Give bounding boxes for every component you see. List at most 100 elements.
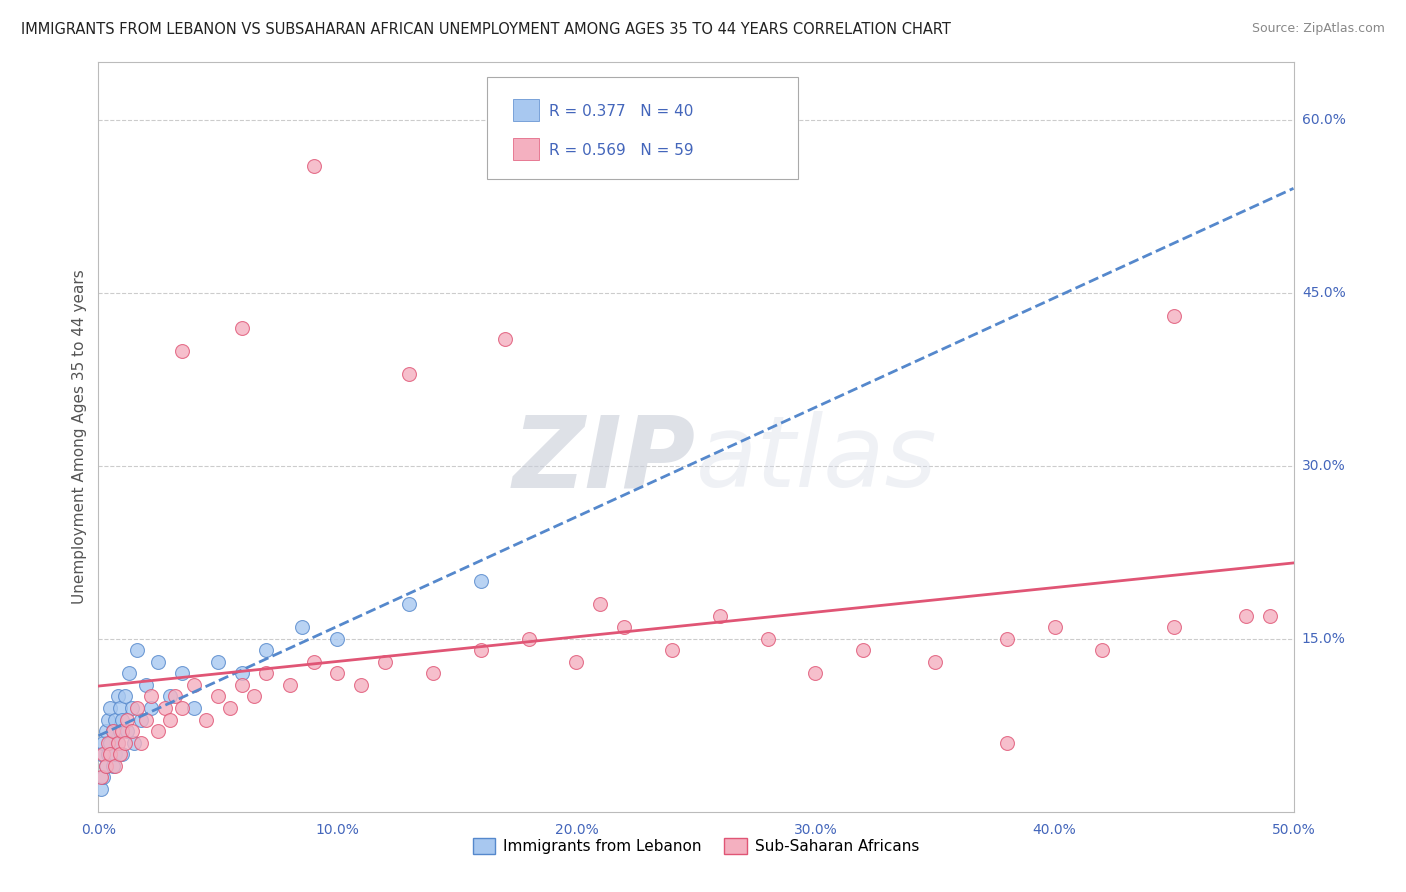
Point [183, 701, 205, 715]
Text: 15.0%: 15.0% [1302, 632, 1346, 646]
Point [104, 713, 127, 727]
Point [254, 643, 277, 657]
Point [1258, 608, 1281, 623]
Point [125, 701, 148, 715]
Point [131, 735, 153, 749]
Point [111, 713, 134, 727]
Point [231, 320, 253, 334]
Point [107, 735, 129, 749]
Point [97, 747, 120, 761]
Text: 60.0%: 60.0% [1302, 113, 1346, 127]
Point [131, 713, 153, 727]
Point [398, 597, 420, 611]
Text: 30.0%: 30.0% [793, 822, 838, 837]
Point [90, 747, 112, 761]
Point [90, 781, 112, 796]
Point [115, 724, 138, 739]
Point [155, 701, 177, 715]
Legend: Immigrants from Lebanon, Sub-Saharan Africans: Immigrants from Lebanon, Sub-Saharan Afr… [467, 832, 925, 860]
Text: R = 0.377   N = 40: R = 0.377 N = 40 [548, 103, 693, 119]
Point [589, 597, 612, 611]
Point [101, 724, 124, 739]
Point [108, 747, 131, 761]
Point [108, 724, 131, 739]
Point [108, 701, 131, 715]
Text: 45.0%: 45.0% [1302, 286, 1346, 300]
Text: 40.0%: 40.0% [1032, 822, 1077, 837]
Point [101, 724, 124, 739]
Point [852, 643, 875, 657]
Point [97, 735, 120, 749]
Point [97, 713, 120, 727]
Point [139, 701, 162, 715]
Point [278, 678, 301, 692]
Point [613, 620, 636, 634]
Point [302, 655, 325, 669]
Point [995, 632, 1018, 646]
Point [1163, 309, 1185, 323]
Point [195, 713, 218, 727]
Point [565, 655, 588, 669]
Point [470, 574, 492, 589]
Point [207, 690, 229, 704]
Y-axis label: Unemployment Among Ages 35 to 44 years: Unemployment Among Ages 35 to 44 years [72, 269, 87, 605]
Point [924, 655, 946, 669]
Point [1234, 608, 1257, 623]
Point [243, 690, 266, 704]
Point [207, 655, 229, 669]
Point [135, 713, 157, 727]
FancyBboxPatch shape [513, 138, 540, 160]
Point [172, 701, 194, 715]
Point [494, 332, 516, 346]
Point [94, 724, 117, 739]
Point [118, 666, 141, 681]
Point [91, 747, 114, 761]
Point [114, 735, 136, 749]
Point [470, 643, 492, 657]
Point [302, 159, 325, 173]
Text: IMMIGRANTS FROM LEBANON VS SUBSAHARAN AFRICAN UNEMPLOYMENT AMONG AGES 35 TO 44 Y: IMMIGRANTS FROM LEBANON VS SUBSAHARAN AF… [21, 22, 950, 37]
Point [91, 770, 114, 784]
Text: 20.0%: 20.0% [554, 822, 599, 837]
Point [98, 735, 122, 749]
Point [517, 632, 540, 646]
Point [115, 713, 138, 727]
Point [172, 343, 194, 358]
Text: ZIP: ZIP [513, 411, 696, 508]
Point [172, 666, 194, 681]
Point [111, 724, 134, 739]
Point [98, 747, 122, 761]
Point [135, 678, 157, 692]
Point [326, 632, 349, 646]
Point [326, 666, 349, 681]
Point [231, 678, 253, 692]
FancyBboxPatch shape [513, 99, 540, 121]
Point [163, 690, 186, 704]
Point [995, 735, 1018, 749]
Point [422, 666, 444, 681]
Point [804, 666, 827, 681]
Point [148, 655, 170, 669]
Point [94, 758, 117, 772]
Point [114, 690, 136, 704]
Point [398, 367, 420, 381]
Point [91, 735, 114, 749]
Point [254, 666, 277, 681]
Point [121, 724, 143, 739]
Text: 50.0%: 50.0% [1271, 822, 1316, 837]
Point [107, 690, 129, 704]
Point [111, 747, 134, 761]
Point [291, 620, 314, 634]
Point [101, 758, 124, 772]
Point [709, 608, 731, 623]
FancyBboxPatch shape [486, 78, 797, 178]
Point [1091, 643, 1114, 657]
Point [104, 747, 127, 761]
Point [124, 735, 146, 749]
Point [104, 758, 127, 772]
Point [98, 701, 122, 715]
Point [374, 655, 396, 669]
Point [350, 678, 373, 692]
Text: R = 0.569   N = 59: R = 0.569 N = 59 [548, 143, 693, 158]
Point [219, 701, 242, 715]
